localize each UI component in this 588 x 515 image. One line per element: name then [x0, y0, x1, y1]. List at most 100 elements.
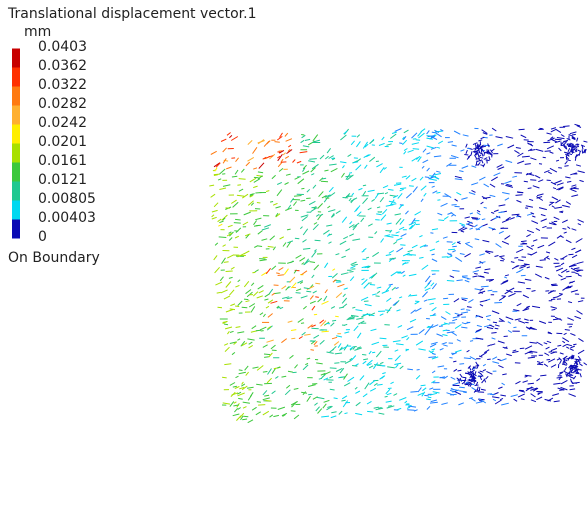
vector [265, 305, 270, 309]
vector [529, 341, 537, 344]
vector [488, 156, 491, 161]
vector [221, 214, 228, 221]
legend-swatch [12, 124, 20, 144]
vector [561, 219, 568, 224]
vector [502, 346, 508, 349]
vector [432, 391, 440, 394]
vector [354, 386, 358, 390]
vector [317, 408, 323, 414]
vector [431, 380, 436, 384]
vector [505, 316, 514, 321]
vector [478, 355, 483, 358]
vector [571, 133, 576, 136]
vector [511, 265, 518, 270]
vector [505, 160, 513, 163]
vector [497, 143, 503, 147]
vector [583, 140, 588, 143]
vector [576, 143, 580, 148]
vector [364, 303, 372, 307]
vector [563, 145, 567, 150]
vector [402, 262, 409, 265]
vector [247, 419, 254, 424]
vector [525, 205, 534, 208]
vector [421, 264, 429, 271]
vector [381, 375, 386, 379]
vector [417, 131, 422, 137]
vector [264, 298, 269, 301]
vector [232, 385, 237, 388]
vector [475, 364, 480, 367]
vector [491, 332, 497, 334]
vector [269, 153, 276, 160]
vector [464, 216, 470, 219]
vector [441, 342, 447, 345]
vector [356, 332, 362, 339]
vector [458, 379, 461, 384]
vector [244, 233, 251, 237]
vector [480, 136, 485, 140]
vector [476, 209, 481, 213]
vector [400, 204, 405, 207]
vector [294, 176, 300, 180]
vector [431, 348, 436, 351]
vector [407, 249, 413, 253]
vector [229, 289, 235, 296]
vector [321, 177, 327, 180]
vector [245, 161, 251, 167]
vector [536, 361, 541, 363]
vector [391, 286, 396, 291]
vector [278, 149, 285, 154]
vector [465, 143, 468, 148]
vector [486, 149, 490, 154]
vector [492, 396, 500, 399]
vector [235, 218, 241, 221]
vector [226, 132, 231, 136]
vector [355, 390, 361, 394]
vector [338, 410, 343, 415]
vector [418, 348, 426, 351]
vector [332, 319, 337, 322]
vector [466, 221, 472, 225]
vector [517, 160, 525, 164]
vector [412, 148, 420, 150]
vector [556, 376, 563, 379]
vector [354, 363, 359, 367]
vector [430, 399, 438, 403]
vector [549, 151, 554, 154]
vector [262, 397, 270, 401]
vector [388, 250, 395, 254]
vector [491, 211, 495, 214]
vector [471, 386, 476, 391]
vector [430, 136, 438, 141]
vector [317, 203, 323, 209]
vector [291, 401, 298, 408]
vector [583, 362, 588, 366]
vector [518, 128, 525, 131]
vector [513, 326, 517, 329]
vector [479, 303, 484, 307]
vector [223, 261, 229, 263]
vector [442, 334, 448, 337]
vector [427, 396, 432, 399]
vector [261, 271, 268, 277]
vector [481, 195, 488, 200]
vector [483, 206, 488, 209]
vector [242, 221, 249, 226]
vector [443, 344, 448, 347]
vector [267, 313, 273, 318]
vector [460, 227, 468, 232]
vector [516, 214, 522, 218]
vector [462, 276, 469, 279]
vector [556, 137, 565, 140]
vector [527, 356, 536, 359]
vector [393, 183, 402, 186]
vector [489, 324, 495, 328]
vector [222, 158, 227, 164]
vector [530, 251, 538, 256]
vector [459, 377, 463, 382]
vector [562, 285, 570, 291]
vector [479, 288, 484, 291]
vector [563, 370, 568, 374]
vector [247, 200, 254, 206]
